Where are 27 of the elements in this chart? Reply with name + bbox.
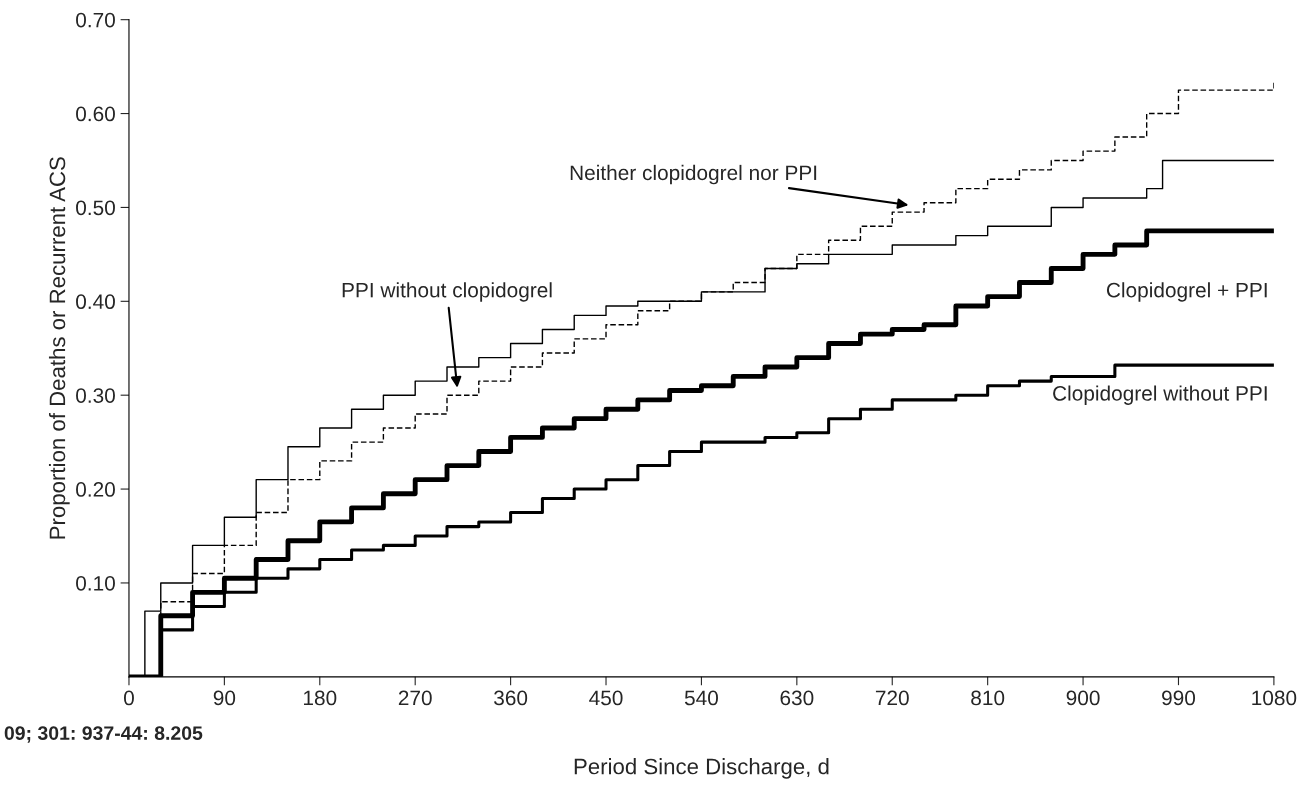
x-tick-label: 1080 xyxy=(1252,690,1297,706)
x-tick-label: 90 xyxy=(213,690,236,706)
text: Neither clopidogrel nor PPI xyxy=(570,164,817,185)
y-tick-label: 0.70 xyxy=(76,12,115,28)
y-tick-label: 0.10 xyxy=(76,575,115,591)
series-label: Clopidogrel without PPI xyxy=(1053,385,1267,405)
x-tick-label: 450 xyxy=(589,690,623,706)
text: 09; 301: 937-44: 8.205 xyxy=(4,726,203,743)
y-tick-label: 0.50 xyxy=(76,200,115,216)
y-axis-title: Proportion of Deaths or Recurrent ACS xyxy=(48,157,70,539)
y-tick-label: 0.30 xyxy=(76,388,115,403)
x-tick-label: 540 xyxy=(684,690,718,706)
x-tick-label: 720 xyxy=(875,690,909,706)
series-label: PPI without clopidogrel xyxy=(342,282,552,302)
x-tick-label: 810 xyxy=(971,690,1005,706)
x-axis-title: Period Since Discharge, d xyxy=(574,758,829,779)
x-tick-label: 990 xyxy=(1162,690,1196,706)
series-label: Clopidogrel + PPI xyxy=(1106,282,1267,302)
y-tick-label: 0.60 xyxy=(76,106,115,122)
y-tick-label: 0.40 xyxy=(76,294,115,310)
y-tick-label: 0.20 xyxy=(76,482,115,497)
x-tick-label: 360 xyxy=(494,690,528,706)
x-tick-label: 270 xyxy=(398,690,432,706)
x-tick-label: 630 xyxy=(780,690,814,706)
x-tick-label: 0 xyxy=(123,690,134,706)
x-tick-label: 180 xyxy=(304,690,337,706)
x-tick-label: 900 xyxy=(1066,690,1100,706)
